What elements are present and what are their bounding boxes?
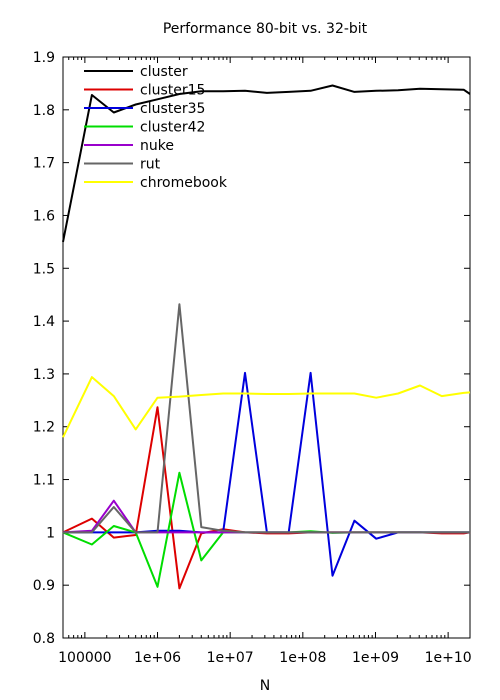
- y-tick-label: 1.8: [33, 103, 55, 119]
- series-line-cluster15: [62, 406, 471, 590]
- legend-label-cluster: cluster: [140, 64, 188, 80]
- x-tick-label: 1e+10: [425, 650, 472, 666]
- series-line-cluster: [62, 84, 471, 243]
- y-tick-label: 1.6: [33, 208, 55, 224]
- y-tick-label: 0.8: [33, 631, 55, 647]
- y-tick-label: 1.9: [33, 50, 55, 66]
- series-line-cluster35: [63, 371, 470, 577]
- chart-title: Performance 80-bit vs. 32-bit: [163, 21, 368, 37]
- legend-label-cluster15: cluster15: [140, 83, 205, 99]
- x-axis: 100000 1e+06 1e+07 1e+08 1e+09 1e+10: [58, 57, 472, 666]
- x-tick-label: 1e+08: [279, 650, 326, 666]
- y-axis: 0.8 0.9 1 1.1 1.2 1.3 1.4 1.5 1.6 1.7 1.8 1.9: [33, 50, 470, 647]
- x-tick-label: 1e+06: [134, 650, 181, 666]
- series-lines: [62, 84, 471, 590]
- legend: cluster cluster15 cluster35 cluster42 nuke ru…: [84, 64, 228, 191]
- y-tick-label: 1.4: [33, 314, 55, 330]
- x-tick-label: 1e+09: [352, 650, 399, 666]
- series-line-chromebook: [62, 376, 471, 438]
- y-tick-label: 0.9: [33, 578, 55, 594]
- y-tick-label: 1.7: [33, 156, 55, 172]
- x-tick-label: 1e+07: [207, 650, 254, 666]
- y-tick-label: 1.5: [33, 261, 55, 277]
- x-tick-label: 100000: [58, 650, 111, 666]
- y-tick-label: 1.3: [33, 367, 55, 383]
- legend-label-rut: rut: [140, 157, 161, 173]
- legend-label-chromebook: chromebook: [140, 175, 228, 191]
- legend-label-cluster35: cluster35: [140, 101, 205, 117]
- legend-label-cluster42: cluster42: [140, 120, 205, 136]
- y-tick-label: 1: [46, 525, 55, 541]
- x-axis-label: N: [260, 678, 270, 694]
- y-tick-label: 1.1: [33, 473, 55, 489]
- series-line-rut: [63, 303, 470, 534]
- legend-label-nuke: nuke: [140, 138, 174, 154]
- plot-frame: [62, 56, 471, 639]
- y-tick-label: 1.2: [33, 420, 55, 436]
